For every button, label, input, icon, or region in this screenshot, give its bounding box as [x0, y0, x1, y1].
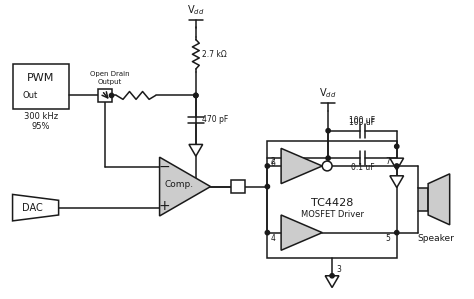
Polygon shape — [390, 158, 404, 170]
Text: Open Drain: Open Drain — [90, 71, 129, 77]
Circle shape — [330, 274, 334, 278]
Circle shape — [322, 161, 332, 171]
Text: 2.7 kΩ: 2.7 kΩ — [202, 50, 227, 59]
Text: 6: 6 — [270, 158, 275, 167]
Circle shape — [326, 156, 330, 160]
Text: DAC: DAC — [22, 203, 43, 213]
Text: TC4428: TC4428 — [311, 198, 353, 208]
Bar — [267, 141, 397, 258]
Circle shape — [265, 231, 270, 235]
Text: 4: 4 — [270, 234, 275, 243]
Circle shape — [394, 144, 399, 149]
Text: +: + — [159, 199, 170, 213]
Text: 2: 2 — [270, 157, 275, 166]
Circle shape — [109, 93, 114, 97]
Polygon shape — [12, 194, 59, 221]
Circle shape — [194, 93, 198, 97]
Circle shape — [265, 164, 270, 168]
Polygon shape — [281, 148, 322, 184]
Text: 7: 7 — [385, 157, 390, 166]
Circle shape — [326, 129, 330, 133]
Text: Output: Output — [98, 79, 122, 85]
Text: PWM: PWM — [27, 73, 55, 83]
Bar — [98, 89, 111, 102]
Text: 300 kHz: 300 kHz — [24, 112, 58, 121]
Circle shape — [394, 231, 399, 235]
Text: 3: 3 — [336, 266, 341, 274]
Polygon shape — [189, 144, 203, 156]
Text: 470 pF: 470 pF — [202, 115, 228, 124]
Text: 5: 5 — [385, 234, 390, 243]
Text: MOSFET Driver: MOSFET Driver — [301, 210, 364, 219]
Bar — [419, 187, 428, 211]
Text: 95%: 95% — [32, 122, 50, 131]
Text: 100 uF: 100 uF — [349, 116, 375, 125]
Circle shape — [394, 164, 399, 168]
Text: 0.1 uF: 0.1 uF — [351, 164, 374, 173]
Text: −: − — [159, 160, 170, 174]
Circle shape — [265, 184, 270, 189]
Polygon shape — [281, 215, 322, 250]
Bar — [231, 180, 245, 193]
Text: 100 uF: 100 uF — [349, 118, 375, 127]
Text: V$_{dd}$: V$_{dd}$ — [319, 86, 337, 100]
Text: Speaker: Speaker — [418, 234, 455, 243]
Text: Comp.: Comp. — [164, 180, 194, 189]
Circle shape — [194, 93, 198, 97]
Polygon shape — [428, 174, 450, 225]
Polygon shape — [390, 176, 404, 187]
Bar — [12, 64, 69, 109]
Text: V$_{dd}$: V$_{dd}$ — [187, 3, 205, 17]
Polygon shape — [160, 157, 210, 216]
Polygon shape — [325, 276, 339, 288]
Text: Out: Out — [22, 91, 37, 100]
